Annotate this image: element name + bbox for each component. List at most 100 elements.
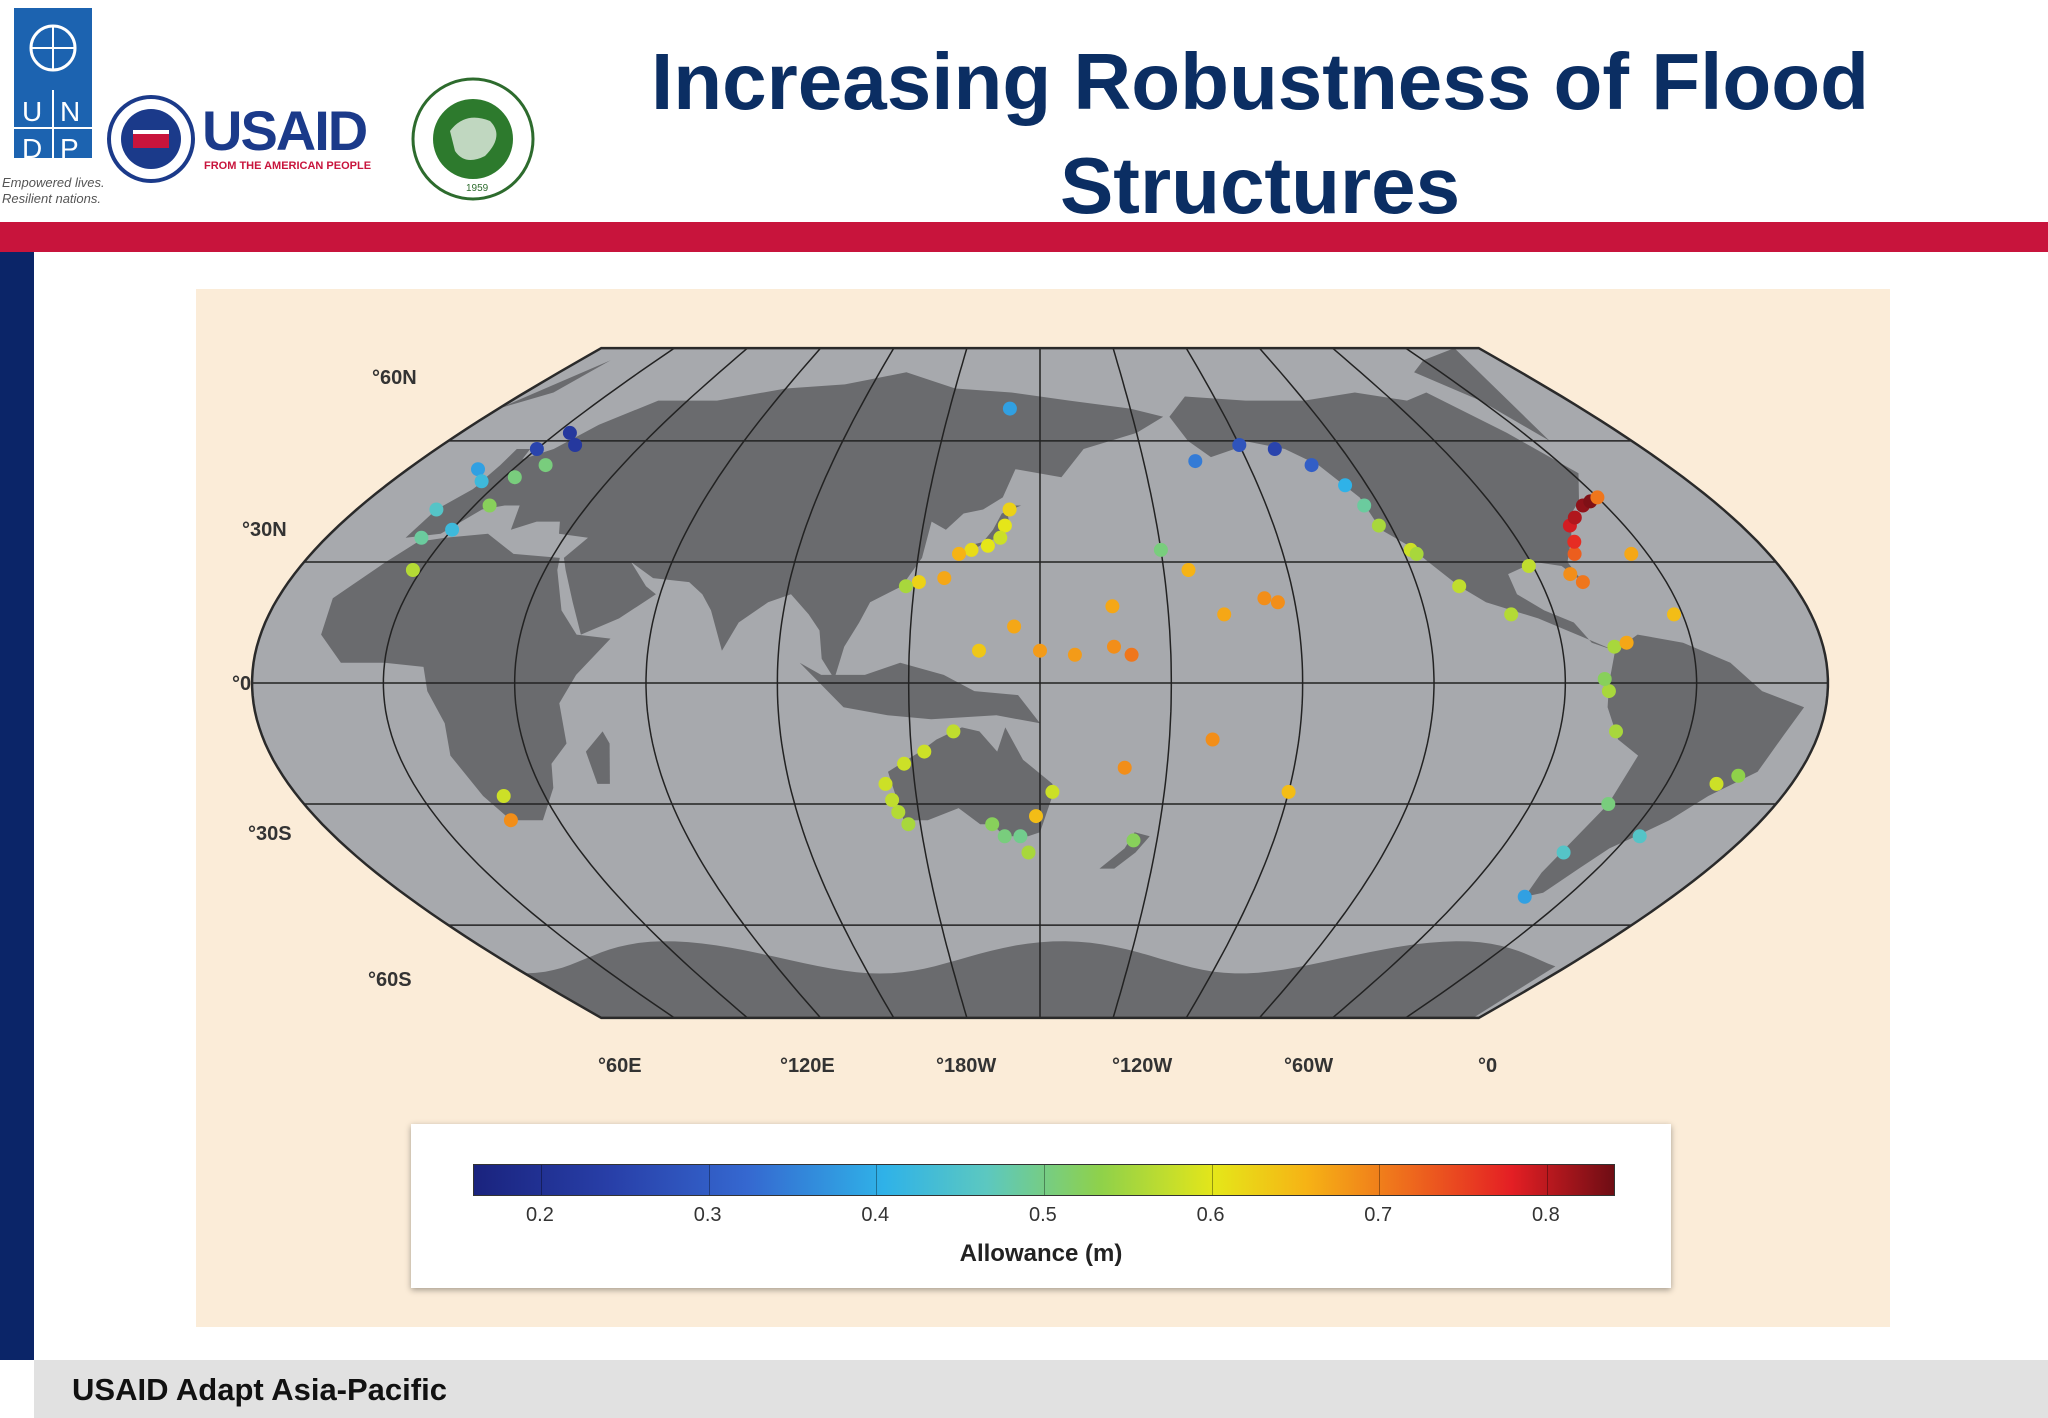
- colorbar-tick-label: 0.5: [1029, 1204, 1057, 1226]
- tide-gauge-marker: [496, 789, 511, 803]
- tide-gauge-marker: [568, 438, 583, 452]
- colorbar-tick-mark: [1211, 1165, 1213, 1195]
- colorbar-tick-label: 0.3: [693, 1204, 722, 1226]
- tide-gauge-marker: [997, 829, 1012, 844]
- tide-gauge-marker: [1002, 401, 1017, 416]
- colorbar-legend: 0.2 0.3 0.4 0.5 0.6 0.7 0.8 Allowance (m): [411, 1124, 1671, 1288]
- tide-gauge-marker: [1013, 829, 1028, 844]
- tide-gauge-marker: [507, 470, 522, 485]
- tide-gauge-marker: [980, 538, 995, 553]
- tide-gauge-marker: [1217, 607, 1232, 622]
- meridian-line: [1251, 348, 1435, 1018]
- tide-gauge-marker: [1067, 647, 1082, 662]
- meridian-line: [907, 348, 971, 1018]
- colorbar-tick-mark: [1044, 1165, 1045, 1195]
- tide-gauge-marker: [1117, 760, 1132, 775]
- undp-tagline-2: Resilient nations.: [2, 191, 101, 206]
- lon-label-120w: °120W: [1112, 1055, 1173, 1077]
- lon-label-180w: °180W: [936, 1055, 997, 1077]
- undp-tagline-1: Empowered lives.: [2, 175, 105, 190]
- meridian-line: [1109, 348, 1173, 1018]
- colorbar: [473, 1164, 1615, 1196]
- slide-footer: USAID Adapt Asia-Pacific: [34, 1360, 2048, 1418]
- svg-text:D: D: [22, 133, 42, 158]
- usaid-seal-icon: [107, 95, 195, 183]
- tide-gauge-marker: [1124, 647, 1139, 662]
- usaid-wordmark: USAID: [202, 99, 368, 162]
- tide-gauge-marker: [1126, 833, 1141, 848]
- tide-gauge-marker: [405, 563, 420, 577]
- tide-gauge-marker: [1567, 510, 1582, 525]
- colorbar-tick-label: 0.2: [526, 1204, 554, 1226]
- slide-header: U N D P Empowered lives. Resilient natio…: [0, 0, 2048, 230]
- tide-gauge-marker: [1452, 579, 1467, 594]
- land-africa: [321, 533, 611, 821]
- left-accent-bar: [0, 252, 34, 1360]
- tide-gauge-marker: [885, 793, 900, 807]
- tide-gauge-marker: [1521, 559, 1536, 573]
- station-markers: [405, 401, 1746, 904]
- tide-gauge-marker: [937, 571, 952, 586]
- tide-gauge-marker: [429, 502, 444, 517]
- tide-gauge-marker: [1107, 639, 1121, 654]
- tide-gauge-marker: [538, 458, 553, 473]
- tide-gauge-marker: [503, 813, 518, 828]
- undp-logo: U N D P: [14, 8, 92, 166]
- tide-gauge-marker: [1597, 672, 1612, 686]
- undp-tagline: Empowered lives. Resilient nations.: [2, 175, 112, 207]
- ait-seal-icon: 1959: [411, 77, 535, 201]
- tide-gauge-marker: [1357, 498, 1372, 513]
- tide-gauge-marker: [901, 817, 916, 832]
- lat-label-60s: °60S: [368, 969, 412, 991]
- tide-gauge-marker: [471, 462, 485, 477]
- tide-gauge-marker: [1409, 546, 1424, 561]
- usaid-subtitle: FROM THE AMERICAN PEOPLE: [204, 160, 372, 172]
- tide-gauge-marker: [1607, 639, 1622, 654]
- tide-gauge-marker: [1567, 546, 1582, 561]
- land-north-america: [1169, 392, 1616, 651]
- tide-gauge-marker: [897, 756, 912, 771]
- tide-gauge-marker: [1188, 454, 1203, 469]
- usaid-logo: USAID FROM THE AMERICAN PEOPLE: [106, 94, 406, 184]
- tide-gauge-marker: [1257, 591, 1272, 606]
- colorbar-title: Allowance (m): [959, 1240, 1123, 1267]
- colorbar-tick-mark: [876, 1165, 878, 1195]
- tide-gauge-marker: [1232, 438, 1247, 452]
- meridian-line: [382, 348, 687, 1018]
- tide-gauge-marker: [878, 776, 893, 791]
- tide-gauge-marker: [1021, 845, 1036, 860]
- footer-text: USAID Adapt Asia-Pacific: [72, 1372, 447, 1407]
- land-asia-europe: [405, 372, 1164, 679]
- title-line-2: Structures: [1059, 141, 1461, 230]
- tide-gauge-marker: [1045, 784, 1060, 799]
- tide-gauge-marker: [1338, 478, 1353, 493]
- tide-gauge-marker: [1575, 575, 1590, 590]
- colorbar-tick-label: 0.8: [1531, 1204, 1560, 1226]
- header-divider: [0, 222, 2048, 252]
- lat-label-30s: °30S: [248, 823, 292, 845]
- tide-gauge-marker: [1267, 442, 1282, 456]
- tide-gauge-marker: [529, 442, 544, 456]
- colorbar-tick-mark: [1546, 1165, 1548, 1195]
- lon-label-60e: °60E: [598, 1055, 642, 1077]
- svg-text:U: U: [22, 96, 42, 127]
- tide-gauge-marker: [414, 530, 429, 545]
- tide-gauge-marker: [445, 522, 460, 537]
- tide-gauge-marker: [1667, 607, 1681, 622]
- world-map: [250, 346, 1830, 1020]
- tide-gauge-marker: [474, 474, 489, 489]
- tide-gauge-marker: [1205, 732, 1220, 747]
- tide-gauge-marker: [985, 817, 1000, 832]
- tide-gauge-marker: [1601, 684, 1616, 699]
- lat-label-60n: °60N: [372, 367, 417, 389]
- meridian-line: [1322, 348, 1567, 1018]
- colorbar-tick-label: 0.4: [861, 1204, 890, 1226]
- land-greenland-2: [1414, 348, 1550, 441]
- tide-gauge-marker: [482, 498, 497, 513]
- meridian-line: [1393, 348, 1698, 1018]
- tide-gauge-marker: [1304, 458, 1319, 473]
- tide-gauge-marker: [1567, 534, 1582, 549]
- tide-gauge-marker: [964, 542, 979, 557]
- tide-gauge-marker: [1105, 599, 1120, 614]
- lat-label-30n: °30N: [242, 519, 287, 541]
